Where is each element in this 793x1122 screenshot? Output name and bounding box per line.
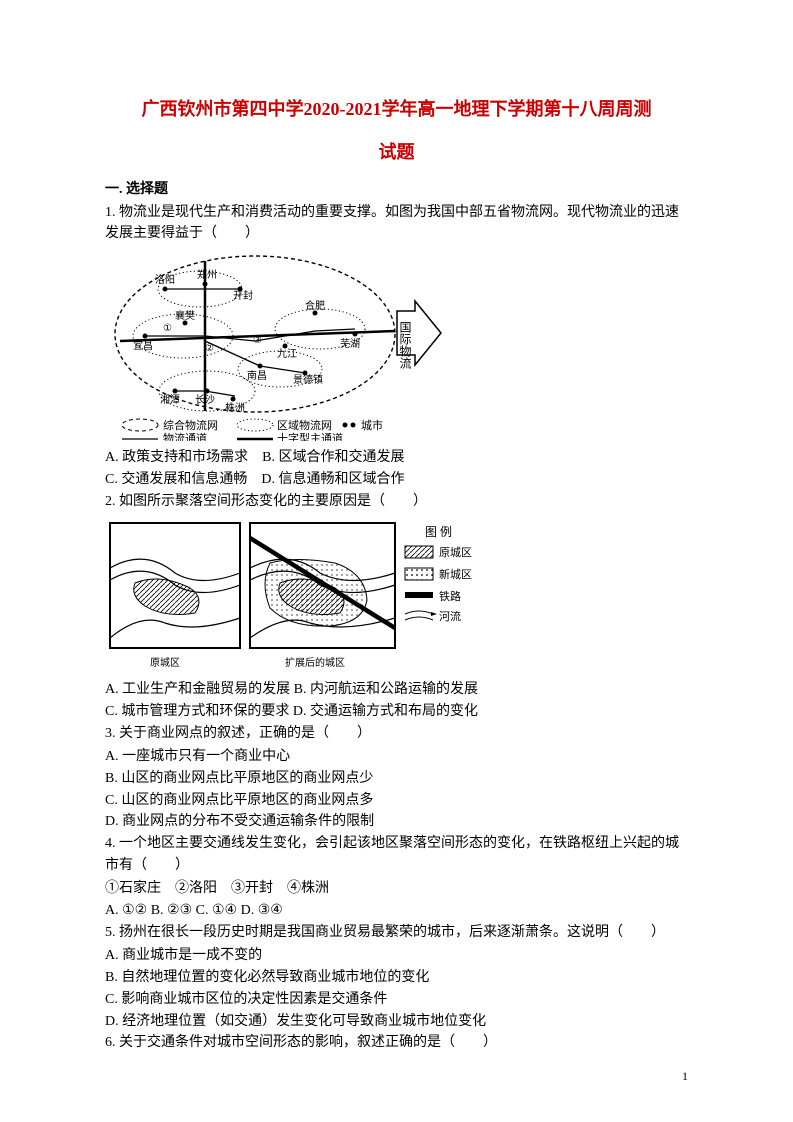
- svg-text:长沙: 长沙: [195, 394, 215, 406]
- q1-options-row1: A. 政策支持和市场需求 B. 区域合作和交通发展: [105, 447, 688, 469]
- svg-text:区域物流网: 区域物流网: [277, 418, 332, 432]
- figure-1-logistics-map: 洛阳 郑州 开封 宜昌 襄樊 合肥 芜湖 九江 景德镇 南昌 长沙 株洲 湘潭 …: [105, 251, 688, 441]
- svg-text:合肥: 合肥: [305, 299, 325, 312]
- svg-text:景德镇: 景德镇: [293, 373, 323, 386]
- section-header: 一. 选择题: [105, 178, 688, 198]
- svg-text:新城区: 新城区: [439, 567, 472, 581]
- svg-text:物流通道: 物流通道: [163, 431, 207, 441]
- q5-stem: 5. 扬州在很长一段历史时期是我国商业贸易最繁荣的城市，后来逐渐萧条。这说明（ …: [105, 922, 688, 944]
- q6-stem: 6. 关于交通条件对城市空间形态的影响，叙述正确的是（ ）: [105, 1032, 688, 1054]
- svg-text:株洲: 株洲: [225, 401, 245, 414]
- q1-optB: B. 区域合作和交通发展: [262, 450, 404, 465]
- svg-text:郑州: 郑州: [197, 268, 217, 281]
- q1-optC: C. 交通发展和信息通畅: [105, 472, 247, 487]
- svg-text:②: ②: [205, 343, 214, 354]
- svg-text:襄樊: 襄樊: [175, 309, 195, 322]
- svg-text:国际物流: 国际物流: [398, 321, 412, 369]
- q5-optC: C. 影响商业城市区位的决定性因素是交通条件: [105, 989, 688, 1011]
- q5-optA: A. 商业城市是一成不变的: [105, 945, 688, 967]
- page-number: 1: [682, 1069, 688, 1084]
- svg-text:图 例: 图 例: [425, 525, 452, 539]
- q3-optC: C. 山区的商业网点比平原地区的商业网点多: [105, 790, 688, 812]
- svg-text:①: ①: [163, 323, 172, 334]
- q3-optB: B. 山区的商业网点比平原地区的商业网点少: [105, 768, 688, 790]
- svg-text:原城区: 原城区: [439, 546, 472, 559]
- q1-stem: 1. 物流业是现代生产和消费活动的重要支撑。如图为我国中部五省物流网。现代物流业…: [105, 202, 688, 245]
- svg-text:综合物流网: 综合物流网: [163, 418, 218, 432]
- svg-text:宜昌: 宜昌: [133, 339, 153, 352]
- svg-text:扩展后的城区: 扩展后的城区: [285, 656, 345, 669]
- q5-optB: B. 自然地理位置的变化必然导致商业城市地位的变化: [105, 967, 688, 989]
- svg-text:芜湖: 芜湖: [340, 337, 360, 350]
- svg-text:原城区: 原城区: [150, 657, 180, 669]
- q3-optA: A. 一座城市只有一个商业中心: [105, 746, 688, 768]
- q4-options: A. ①② B. ②③ C. ①④ D. ③④: [105, 900, 688, 922]
- svg-text:开封: 开封: [233, 289, 253, 302]
- q1-options-row2: C. 交通发展和信息通畅 D. 信息通畅和区域合作: [105, 469, 688, 491]
- q1-optD: D. 信息通畅和区域合作: [261, 472, 404, 487]
- q1-optA: A. 政策支持和市场需求: [105, 450, 248, 465]
- svg-text:铁路: 铁路: [439, 590, 461, 603]
- figure-2-settlement: 原城区 扩展后的城区 图 例 原城区 新城区 铁路 河流: [105, 518, 688, 673]
- q5-optD: D. 经济地理位置（如交通）发生变化可导致商业城市地位变化: [105, 1011, 688, 1033]
- svg-text:河流: 河流: [439, 609, 461, 623]
- svg-text:南昌: 南昌: [247, 369, 267, 382]
- svg-text:③: ③: [253, 335, 262, 346]
- q2-options-CD: C. 城市管理方式和环保的要求 D. 交通运输方式和布局的变化: [105, 701, 688, 723]
- svg-text:城市: 城市: [361, 418, 383, 432]
- exam-title: 广西钦州市第四中学2020-2021学年高一地理下学期第十八周周测: [105, 95, 688, 124]
- svg-text:洛阳: 洛阳: [155, 273, 175, 286]
- svg-text:湘潭: 湘潭: [160, 393, 180, 406]
- q3-optD: D. 商业网点的分布不受交通运输条件的限制: [105, 811, 688, 833]
- q2-stem: 2. 如图所示聚落空间形态变化的主要原因是（ ）: [105, 491, 688, 513]
- svg-text:十字型主通道: 十字型主通道: [277, 431, 343, 441]
- svg-text:九江: 九江: [277, 348, 297, 360]
- q4-stem: 4. 一个地区主要交通线发生变化，会引起该地区聚落空间形态的变化，在铁路枢纽上兴…: [105, 833, 688, 876]
- q3-stem: 3. 关于商业网点的叙述，正确的是（ ）: [105, 723, 688, 745]
- q2-options-AB: A. 工业生产和金融贸易的发展 B. 内河航运和公路运输的发展: [105, 679, 688, 701]
- q4-list: ①石家庄 ②洛阳 ③开封 ④株洲: [105, 878, 688, 900]
- exam-subtitle: 试题: [105, 138, 688, 164]
